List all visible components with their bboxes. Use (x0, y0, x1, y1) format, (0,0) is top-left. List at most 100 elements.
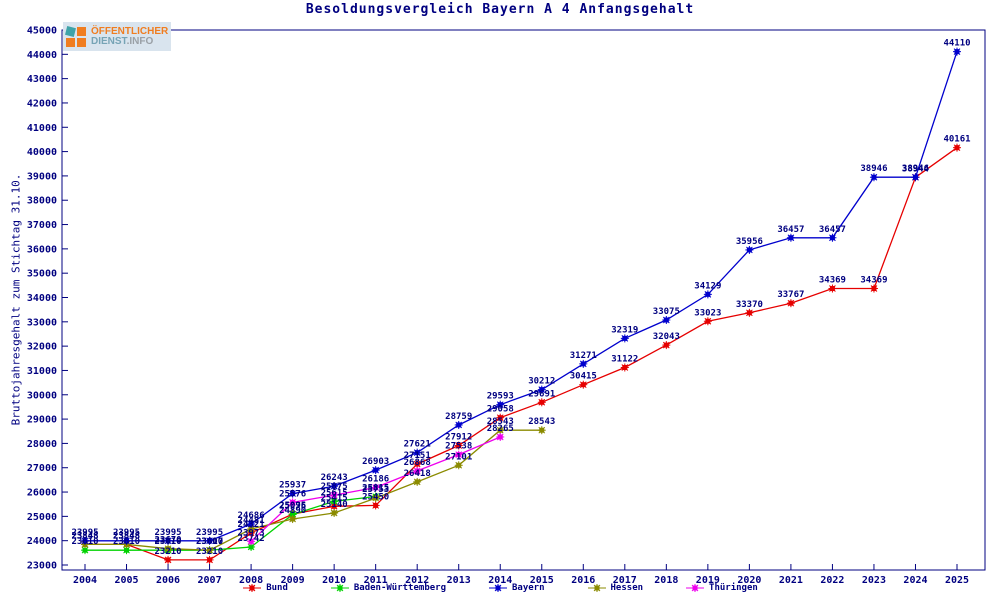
value-label: 25095 (279, 501, 306, 511)
value-label: 40161 (943, 135, 970, 145)
x-tick-label: 2012 (405, 575, 429, 586)
legend-item-hessen: Hessen (587, 583, 644, 593)
value-label: 32043 (653, 332, 680, 342)
x-tick-label: 2006 (156, 575, 180, 586)
legend-label: Bund (266, 583, 288, 593)
legend-marker-icon (686, 584, 705, 592)
x-tick-label: 2011 (364, 575, 388, 586)
y-tick-label: 29000 (27, 415, 57, 426)
value-label: 29691 (528, 389, 555, 399)
value-label: 25076 (279, 502, 306, 512)
value-label: 27101 (445, 452, 472, 462)
x-tick-label: 2025 (945, 575, 969, 586)
data-point-marker (496, 426, 505, 435)
value-label: 26186 (362, 475, 389, 485)
x-tick-label: 2018 (654, 575, 678, 586)
value-label: 25140 (321, 500, 348, 510)
data-point-marker (496, 413, 505, 422)
data-point-marker (205, 555, 214, 564)
value-label: 28543 (528, 417, 555, 427)
x-tick-label: 2024 (903, 575, 927, 586)
value-label: 26243 (321, 473, 348, 483)
data-point-marker (620, 334, 629, 343)
value-label: 23210 (155, 547, 182, 557)
data-point-marker (81, 536, 89, 545)
data-point-marker (579, 380, 588, 389)
value-label: 33370 (736, 300, 763, 310)
value-label: 23848 (113, 531, 140, 541)
y-tick-label: 24000 (27, 536, 57, 547)
data-point-marker (911, 173, 920, 182)
plot-border (61, 29, 986, 571)
value-label: 27538 (445, 442, 472, 452)
value-label: 28759 (445, 412, 472, 422)
value-label: 35956 (736, 237, 763, 247)
y-tick-label: 44000 (27, 50, 57, 61)
site-logo[interactable]: ÖFFENTLICHER DIENST.INFO (63, 22, 171, 51)
value-label: 26868 (404, 458, 431, 468)
data-point-marker (330, 508, 339, 517)
data-point-marker (164, 544, 173, 553)
legend-label: Bayern (512, 583, 545, 593)
data-point-marker (786, 233, 795, 242)
value-label: 23848 (71, 531, 98, 541)
value-label: 23742 (238, 534, 265, 544)
value-label: 27912 (445, 433, 472, 443)
data-point-marker (413, 477, 422, 486)
value-label: 31271 (570, 351, 597, 361)
value-label: 29593 (487, 392, 514, 402)
x-tick-label: 2005 (114, 575, 138, 586)
series-line-hessen (85, 429, 542, 551)
value-label: 38944 (902, 164, 930, 174)
value-label: 25450 (362, 492, 389, 502)
logo-icon (65, 25, 88, 48)
value-label: 34369 (860, 276, 887, 286)
legend-label: Baden-Württemberg (353, 583, 446, 593)
y-tick-label: 39000 (27, 171, 57, 182)
legend-item-bund: Bund (242, 583, 288, 593)
x-tick-label: 2023 (862, 575, 886, 586)
data-point-marker (537, 398, 546, 407)
series-line-baden-württemberg (85, 495, 376, 551)
data-point-marker (703, 290, 712, 299)
y-tick-label: 35000 (27, 269, 57, 280)
logo-text-top: ÖFFENTLICHER (91, 25, 169, 37)
x-tick-label: 2010 (322, 575, 346, 586)
value-label: 24321 (238, 520, 265, 530)
x-tick-label: 2017 (613, 575, 637, 586)
data-point-marker (205, 536, 214, 545)
value-label: 23848 (113, 531, 140, 541)
legend-label: Hessen (610, 583, 644, 593)
value-label: 30415 (570, 372, 597, 382)
legend-item-th-ringen: Thüringen (685, 583, 758, 593)
value-label: 24686 (238, 511, 265, 521)
value-label: 26903 (362, 457, 389, 467)
x-tick-label: 2015 (530, 575, 554, 586)
data-point-marker (496, 432, 505, 441)
value-label: 33767 (777, 290, 804, 300)
y-tick-label: 37000 (27, 220, 57, 231)
value-label: 34369 (819, 276, 846, 286)
data-point-marker (579, 359, 588, 368)
data-point-marker (953, 143, 961, 152)
data-point-marker (828, 284, 837, 293)
value-label: 44110 (943, 39, 970, 49)
data-point-marker (537, 426, 546, 435)
data-point-marker (454, 420, 463, 429)
data-point-marker (953, 47, 961, 56)
value-label: 25875 (321, 482, 348, 492)
data-point-marker (828, 233, 837, 242)
data-point-marker (869, 284, 878, 293)
value-label: 31122 (611, 354, 638, 364)
y-tick-label: 31000 (27, 366, 57, 377)
value-label: 28265 (487, 424, 514, 434)
value-label: 25576 (279, 489, 306, 499)
legend-item-bayern: Bayern (488, 583, 545, 593)
data-point-marker (288, 489, 297, 498)
data-point-marker (288, 498, 297, 507)
data-point-marker (620, 363, 629, 372)
y-tick-label: 32000 (27, 342, 57, 353)
y-tick-label: 40000 (27, 147, 57, 158)
value-label: 23610 (155, 537, 182, 547)
data-point-marker (745, 308, 754, 317)
